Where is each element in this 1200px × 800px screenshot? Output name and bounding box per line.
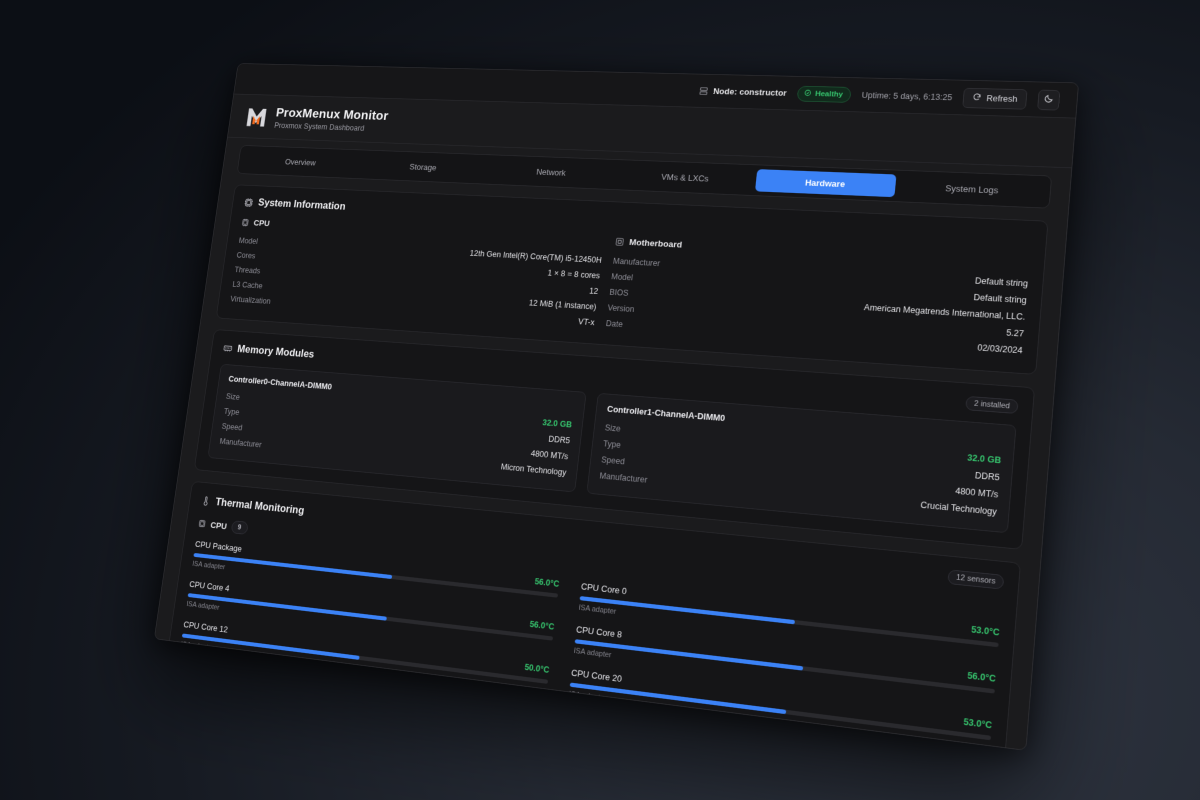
memory-module-value: Crucial Technology xyxy=(920,499,998,517)
thermometer-icon xyxy=(201,495,211,506)
memory-module-value: 4800 MT/s xyxy=(530,448,569,462)
refresh-icon xyxy=(972,92,982,103)
thermal-monitoring-title: Thermal Monitoring xyxy=(201,494,305,517)
cpu-key: Model xyxy=(238,236,259,246)
proxmenux-monitor-window: Node: constructor Healthy Uptime: 5 days… xyxy=(153,63,1079,751)
thermal-monitoring-badge: 12 sensors xyxy=(947,569,1005,590)
memory-module-value: DDR5 xyxy=(547,434,571,446)
memory-icon xyxy=(223,343,233,354)
motherboard-key: Version xyxy=(607,303,635,314)
tab-vms-lxcs[interactable]: VMs & LXCs xyxy=(618,164,753,191)
refresh-button[interactable]: Refresh xyxy=(962,87,1028,110)
refresh-label: Refresh xyxy=(986,93,1018,104)
proxmenux-logo-icon xyxy=(243,104,270,130)
memory-modules-title: Memory Modules xyxy=(223,342,315,361)
cpu-key: Cores xyxy=(236,250,256,261)
cpu-chip-icon xyxy=(241,218,250,227)
cpu-value: VT-x xyxy=(577,316,596,328)
motherboard-value: Default string xyxy=(974,275,1029,289)
memory-modules-title-text: Memory Modules xyxy=(236,343,315,360)
memory-module-key: Type xyxy=(602,438,622,450)
server-icon xyxy=(699,86,709,95)
system-information-title-text: System Information xyxy=(257,197,347,213)
theme-toggle-button[interactable] xyxy=(1037,89,1061,111)
cpu-value: 12 xyxy=(588,286,599,296)
memory-module-key: Speed xyxy=(600,454,626,467)
thermal-sensor-value: 56.0°C xyxy=(534,576,560,589)
motherboard-icon xyxy=(615,237,625,246)
memory-module-key: Type xyxy=(223,406,240,417)
memory-module-card: Controller1-ChannelA-DIMM0 Size 32.0 GB Typ… xyxy=(586,392,1017,534)
motherboard-key: Manufacturer xyxy=(612,256,661,269)
tab-storage[interactable]: Storage xyxy=(361,154,485,180)
brand: ProxMenux Monitor Proxmox System Dashboa… xyxy=(243,104,389,134)
thermal-sensor-name: CPU Core 12 xyxy=(182,619,229,635)
node-indicator: Node: constructor xyxy=(699,86,788,98)
status-badge-healthy: Healthy xyxy=(796,85,852,103)
cpu-subtitle-text: CPU xyxy=(253,218,271,229)
motherboard-key: Date xyxy=(605,318,624,330)
cpu-chip-icon xyxy=(244,197,254,207)
thermal-sensor-name: CPU Core 20 xyxy=(570,667,623,685)
cpu-key: L3 Cache xyxy=(231,279,264,291)
memory-module-key: Size xyxy=(225,391,241,402)
cpu-rows: Model 12th Gen Intel(R) Core(TM) i5-12450… xyxy=(229,233,602,330)
memory-module-key: Manufacturer xyxy=(219,436,263,450)
tab-network[interactable]: Network xyxy=(487,159,617,186)
memory-module-value: Micron Technology xyxy=(500,462,567,478)
motherboard-key: Model xyxy=(610,271,634,283)
cpu-value: 1 × 8 = 8 cores xyxy=(547,268,601,281)
memory-module-key: Speed xyxy=(221,421,243,433)
cpu-key: Virtualization xyxy=(229,294,272,306)
cpu-chip-icon xyxy=(198,519,207,529)
node-label: Node: constructor xyxy=(712,86,788,98)
memory-modules-badge: 2 installed xyxy=(965,396,1019,414)
memory-module-key: Size xyxy=(604,422,622,434)
motherboard-rows: Manufacturer Default string Model Default s… xyxy=(605,253,1029,359)
health-label: Healthy xyxy=(814,89,844,99)
cpu-value: 12 MiB (1 instance) xyxy=(528,298,597,312)
tab-hardware[interactable]: Hardware xyxy=(754,169,897,198)
check-circle-icon xyxy=(803,89,811,98)
motherboard-value: Default string xyxy=(973,292,1028,306)
memory-module-key: Manufacturer xyxy=(599,470,648,485)
thermal-sensor-value: 56.0°C xyxy=(966,670,997,684)
thermal-sensor-value: 53.0°C xyxy=(970,624,1000,638)
uptime-label: Uptime: 5 days, 6:13:25 xyxy=(861,90,953,102)
motherboard-value: 02/03/2024 xyxy=(976,342,1023,356)
thermal-sensor-value: 53.0°C xyxy=(963,716,993,731)
system-information-title: System Information xyxy=(244,196,347,213)
memory-module-value: 4800 MT/s xyxy=(954,485,999,500)
moon-icon xyxy=(1043,94,1054,106)
motherboard-key: BIOS xyxy=(608,287,630,298)
motherboard-block: Motherboard Manufacturer Default string Mo… xyxy=(605,236,1030,359)
memory-module-value: 32.0 GB xyxy=(541,417,573,430)
thermal-sensor-name: CPU Core 0 xyxy=(580,581,628,597)
motherboard-value: 5.27 xyxy=(1005,327,1025,339)
memory-module-value: 32.0 GB xyxy=(966,452,1002,466)
thermal-sensor-value: 50.0°C xyxy=(524,662,550,675)
motherboard-subtitle-text: Motherboard xyxy=(628,237,683,250)
thermal-sensor-value: 56.0°C xyxy=(529,619,555,632)
thermal-sensor-name: CPU Package xyxy=(194,538,243,554)
tab-system-logs[interactable]: System Logs xyxy=(899,175,1047,204)
cpu-block: CPU Model 12th Gen Intel(R) Core(TM) i5-1… xyxy=(229,217,604,330)
cpu-key: Threads xyxy=(234,265,261,276)
main-content: System Information xyxy=(154,173,1068,751)
memory-module-card: Controller0-ChannelA-DIMM0 Size 32.0 GB Typ… xyxy=(207,363,587,493)
memory-module-value: DDR5 xyxy=(974,470,1001,483)
thermal-group-count: 9 xyxy=(230,520,249,535)
tab-overview[interactable]: Overview xyxy=(241,149,360,174)
thermal-group-label: CPU xyxy=(209,519,228,531)
thermal-monitoring-title-text: Thermal Monitoring xyxy=(214,495,305,517)
thermal-sensor-name: CPU Core 8 xyxy=(575,624,623,640)
thermal-sensor-name: CPU Core 4 xyxy=(188,579,231,594)
